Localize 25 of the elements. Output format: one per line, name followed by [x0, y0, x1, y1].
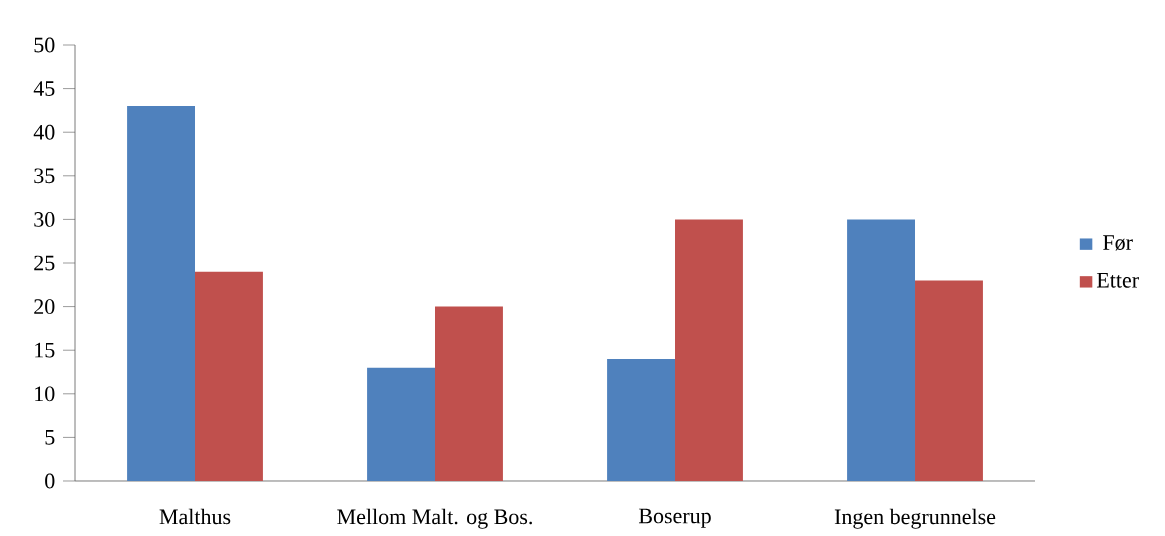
- legend-label: Før: [1103, 235, 1133, 251]
- x-tick-label: Mellom Malt. og Bos.: [337, 508, 532, 529]
- bar: [915, 280, 983, 481]
- bar: [675, 219, 743, 481]
- y-tick-label: 5: [45, 430, 55, 445]
- y-tick-label: 45: [33, 81, 55, 96]
- y-tick-label: 50: [34, 37, 55, 53]
- bar: [435, 306, 503, 481]
- x-tick-label: Ingen begrunnelse: [834, 508, 996, 529]
- y-tick-label: 10: [35, 386, 55, 402]
- y-tick-label: 25: [34, 255, 55, 271]
- y-tick-label: 30: [34, 212, 55, 227]
- x-tick-label: Boserup: [638, 508, 711, 528]
- bar: [847, 219, 916, 481]
- bar: [127, 106, 196, 481]
- y-tick-label: 20: [34, 299, 55, 315]
- y-tick-label: 0: [45, 473, 55, 489]
- y-tick-label: 35: [34, 168, 55, 184]
- x-tick-label: Malthus: [159, 508, 231, 525]
- y-tick-label: 15: [35, 342, 55, 358]
- bar: [195, 271, 263, 481]
- bar: [367, 367, 435, 481]
- legend-label: Etter: [1096, 273, 1139, 288]
- bar: [607, 358, 676, 481]
- y-tick-label: 40: [33, 124, 55, 140]
